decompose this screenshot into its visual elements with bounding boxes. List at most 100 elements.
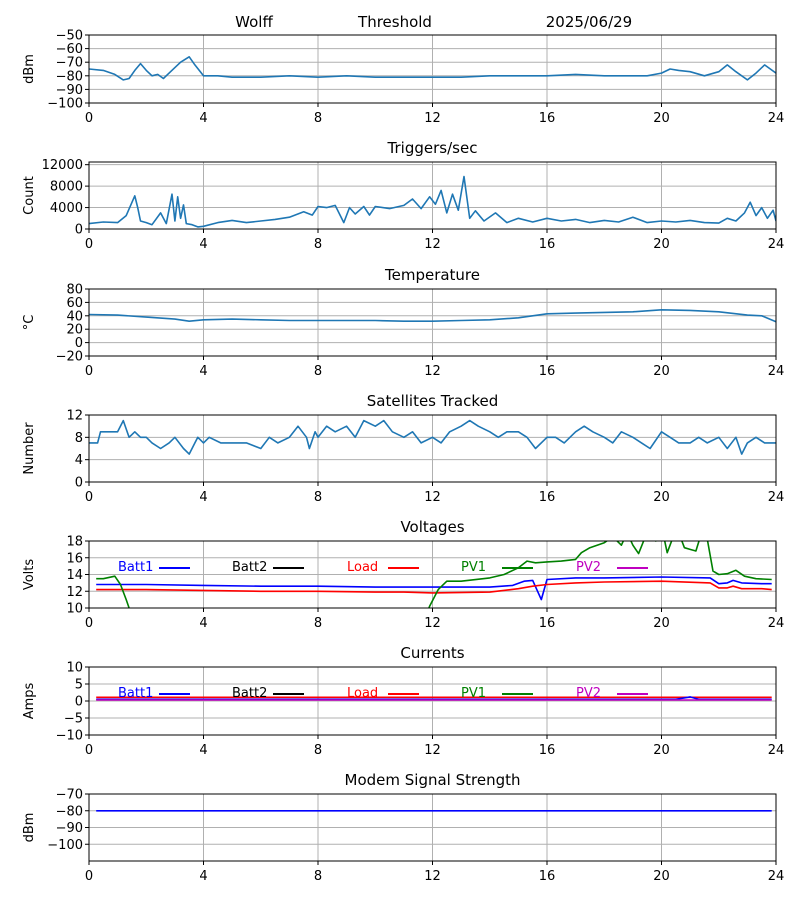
temperature-series-0 <box>89 308 776 323</box>
voltages-legend-label-PV1: PV1 <box>461 560 486 575</box>
signal-xtick-label-2: 8 <box>314 111 322 126</box>
modem-xtick-label-4: 16 <box>539 869 556 884</box>
currents-ytick-label-4: 10 <box>66 661 83 676</box>
triggers-xtick-label-3: 12 <box>424 237 441 252</box>
triggers-xtick-label-0: 0 <box>85 237 93 252</box>
signal-xtick-label-0: 0 <box>85 111 93 126</box>
voltages-xtick-label-3: 12 <box>424 616 441 631</box>
voltages-legend-label-Batt2: Batt2 <box>232 560 267 575</box>
voltages-series-PV1 <box>96 541 772 608</box>
currents-xtick-label-5: 20 <box>653 743 670 758</box>
temperature-ytick-label-4: 60 <box>66 296 83 311</box>
voltages-series-Load <box>96 580 772 594</box>
modem-xtick-label-3: 12 <box>424 869 441 884</box>
currents-legend-label-Load: Load <box>347 686 378 701</box>
voltages-xtick-label-2: 8 <box>314 616 322 631</box>
currents-ytick-label-1: −5 <box>64 712 83 727</box>
temperature-xtick-label-2: 8 <box>314 364 322 379</box>
signal-series-0 <box>89 55 776 81</box>
currents-xtick-label-4: 16 <box>539 743 556 758</box>
voltages-legend-label-Load: Load <box>347 560 378 575</box>
triggers-ytick-label-2: 8000 <box>50 180 83 195</box>
satellites-ytick-label-1: 4 <box>75 453 83 468</box>
modem-ytick-label-3: −70 <box>56 788 83 803</box>
temperature-ytick-label-5: 80 <box>66 283 83 298</box>
panel-signal: 0 4 8 12 16 20 24 −100−90−80−70−60−50 dBm <box>22 29 784 127</box>
currents-xtick-label-6: 24 <box>768 743 785 758</box>
triggers-xtick-label-1: 4 <box>199 237 207 252</box>
voltages-title: Voltages <box>400 518 464 536</box>
voltages-xtick-label-1: 4 <box>199 616 207 631</box>
currents-legend-label-PV2: PV2 <box>576 686 601 701</box>
triggers-series-0 <box>89 175 776 228</box>
currents-legend-label-Batt2: Batt2 <box>232 686 267 701</box>
modem-ytick-label-2: −80 <box>56 804 83 819</box>
currents-legend-label-Batt1: Batt1 <box>118 686 153 701</box>
panel-modem: 0 4 8 12 16 20 24 −100 −90 −80−70 Modem Signal Str… <box>22 771 784 884</box>
triggers-xtick-label-2: 8 <box>314 237 322 252</box>
signal-ytick-label-2: −80 <box>56 69 83 84</box>
modem-title: Modem Signal Strength <box>345 771 521 789</box>
satellites-xtick-label-0: 0 <box>85 490 93 505</box>
modem-ytick-label-1: −90 <box>56 821 83 836</box>
satellites-ylabel: Number <box>22 422 37 475</box>
temperature-xtick-label-3: 12 <box>424 364 441 379</box>
satellites-ytick-label-0: 0 <box>75 476 83 491</box>
signal-ytick-label-1: −90 <box>56 83 83 98</box>
signal-ytick-label-0: −100 <box>47 97 83 112</box>
voltages-xtick-label-4: 16 <box>539 616 556 631</box>
currents-ytick-label-2: 0 <box>75 695 83 710</box>
signal-xtick-label-1: 4 <box>199 111 207 126</box>
satellites-xtick-label-3: 12 <box>424 490 441 505</box>
modem-ylabel: dBm <box>22 813 37 843</box>
temperature-title: Temperature <box>384 266 480 284</box>
currents-xtick-label-3: 12 <box>424 743 441 758</box>
signal-ytick-label-3: −70 <box>56 56 83 71</box>
panel-triggers: 0 4 8 12 16 20 24 0 4000 8000 12000 Triggers/sec Cou… <box>22 139 784 252</box>
voltages-ytick-label-3: 16 <box>66 551 83 566</box>
signal-xtick-label-6: 24 <box>768 111 785 126</box>
voltages-xtick-label-5: 20 <box>653 616 670 631</box>
triggers-ylabel: Count <box>22 176 37 215</box>
voltages-ylabel: Volts <box>22 559 37 591</box>
temperature-ytick-label-3: 40 <box>66 309 83 324</box>
currents-ytick-label-0: −10 <box>56 729 83 744</box>
signal-xtick-label-4: 16 <box>539 111 556 126</box>
temperature-xtick-label-6: 24 <box>768 364 785 379</box>
currents-xtick-label-2: 8 <box>314 743 322 758</box>
temperature-ytick-label-0: −20 <box>56 350 83 365</box>
temperature-xtick-label-5: 20 <box>653 364 670 379</box>
modem-xtick-label-5: 20 <box>653 869 670 884</box>
voltages-ytick-label-2: 14 <box>66 568 83 583</box>
triggers-xtick-label-4: 16 <box>539 237 556 252</box>
header-date: 2025/06/29 <box>546 13 632 31</box>
voltages-legend-label-Batt1: Batt1 <box>118 560 153 575</box>
satellites-ytick-label-3: 12 <box>66 409 83 424</box>
voltages-ytick-label-1: 12 <box>66 585 83 600</box>
satellites-ytick-label-2: 8 <box>75 431 83 446</box>
voltages-xtick-label-0: 0 <box>85 616 93 631</box>
currents-legend-label-PV1: PV1 <box>461 686 486 701</box>
satellites-title: Satellites Tracked <box>367 392 498 410</box>
currents-xtick-label-0: 0 <box>85 743 93 758</box>
header-station: Wolff <box>235 13 273 31</box>
currents-ytick-label-3: 5 <box>75 678 83 693</box>
currents-ylabel: Amps <box>22 682 37 719</box>
currents-title: Currents <box>400 644 464 662</box>
voltages-legend-label-PV2: PV2 <box>576 560 601 575</box>
modem-xtick-label-2: 8 <box>314 869 322 884</box>
triggers-ytick-label-3: 12000 <box>42 158 83 173</box>
signal-ytick-label-4: −60 <box>56 42 83 57</box>
satellites-xtick-label-4: 16 <box>539 490 556 505</box>
satellites-series-0 <box>89 419 776 455</box>
modem-ytick-label-0: −100 <box>47 838 83 853</box>
header-mode: Threshold <box>357 13 432 31</box>
temperature-xtick-label-0: 0 <box>85 364 93 379</box>
temperature-ytick-label-1: 0 <box>75 336 83 351</box>
triggers-ytick-label-1: 4000 <box>50 201 83 216</box>
temperature-ytick-label-2: 20 <box>66 323 83 338</box>
temperature-xtick-label-4: 16 <box>539 364 556 379</box>
triggers-ytick-label-0: 0 <box>75 223 83 238</box>
